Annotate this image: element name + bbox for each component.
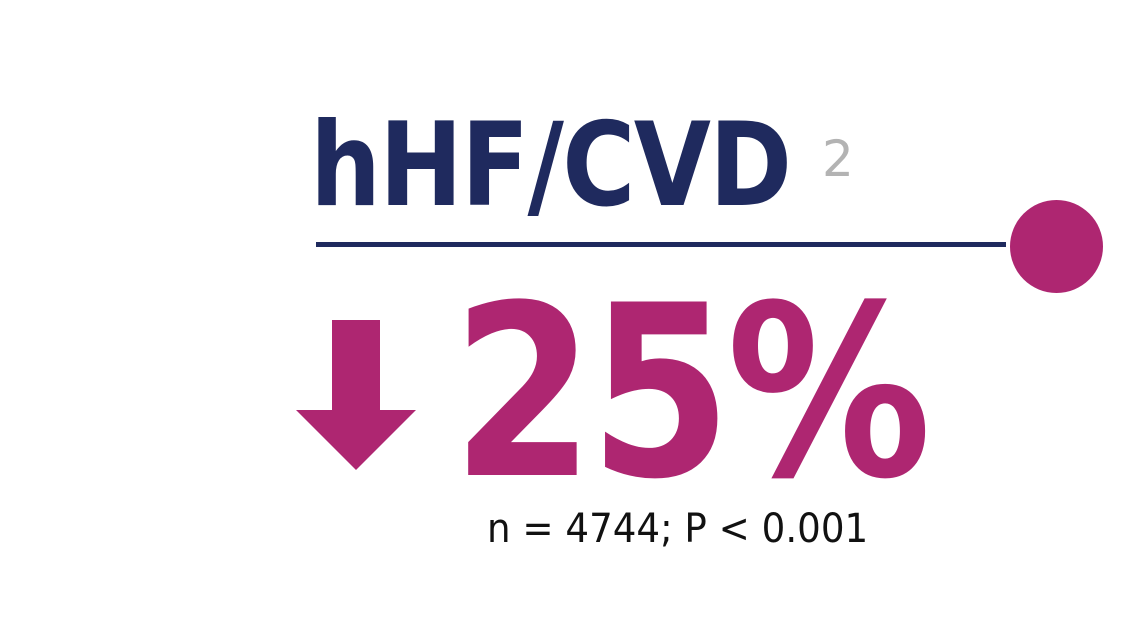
reference-superscript: 2 [822,130,854,188]
divider-line [316,242,1006,247]
accent-dot [1010,200,1103,293]
outcome-heading: hHF/CVD 2 [310,108,868,238]
outcome-title: hHF/CVD [310,98,792,233]
reduction-value: 25% [452,255,932,532]
statistics-text: n = 4744; P < 0.001 [487,506,869,552]
arrow-down-icon [296,320,416,470]
